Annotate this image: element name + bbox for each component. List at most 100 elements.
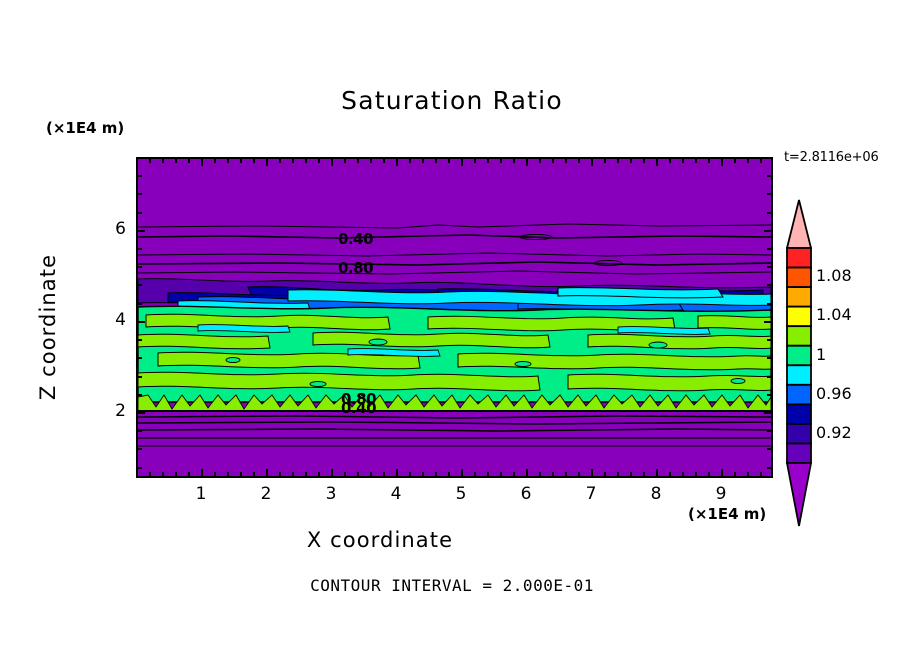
y-axis-title: Z coordinate <box>36 253 60 401</box>
tick-mark <box>474 158 476 163</box>
colorbar-band <box>786 442 812 464</box>
tick-mark <box>630 158 632 163</box>
y-axis-unit-label: (×1E4 m) <box>46 119 125 137</box>
x-tick-label: 2 <box>260 484 272 504</box>
tick-mark <box>149 158 151 163</box>
tick-mark <box>137 339 142 341</box>
tick-mark <box>630 472 632 477</box>
colorbar-extend-bottom <box>785 462 813 527</box>
tick-mark <box>767 448 772 450</box>
tick-mark <box>565 472 567 477</box>
contour-label: 0.40 <box>338 230 374 248</box>
tick-mark <box>767 284 772 286</box>
tick-mark <box>137 266 142 268</box>
colorbar-tick-label: 0.92 <box>816 422 852 442</box>
tick-mark <box>513 158 515 163</box>
tick-mark <box>409 158 411 163</box>
tick-mark <box>578 472 580 477</box>
tick-mark <box>604 472 606 477</box>
tick-mark <box>292 158 294 163</box>
tick-mark <box>383 158 385 163</box>
tick-mark <box>305 158 307 163</box>
y-tick-label: 6 <box>115 218 126 239</box>
colorbar-band <box>786 344 812 367</box>
tick-mark <box>331 158 333 166</box>
colorbar[interactable]: 1.08 1.04 1 0.96 0.92 <box>783 198 852 528</box>
tick-mark <box>767 394 772 396</box>
tick-mark <box>565 158 567 163</box>
colorbar-extend-top <box>785 199 813 249</box>
x-tick-label: 9 <box>715 484 727 504</box>
colorbar-graphic <box>785 199 813 527</box>
colorbar-band <box>786 403 812 425</box>
tick-mark <box>500 158 502 163</box>
colorbar-band <box>786 364 812 386</box>
tick-mark <box>604 158 606 163</box>
tick-mark <box>708 472 710 477</box>
tick-mark <box>357 158 359 163</box>
page-title: Saturation Ratio <box>341 86 563 115</box>
colorbar-tick-label: 0.96 <box>816 383 852 403</box>
tick-mark <box>344 472 346 477</box>
contour-label: 0.80 <box>341 390 377 408</box>
tick-mark <box>767 175 772 177</box>
tick-mark <box>253 472 255 477</box>
tick-mark <box>214 158 216 163</box>
tick-mark <box>734 158 736 163</box>
tick-mark <box>137 230 145 232</box>
tick-mark <box>578 158 580 163</box>
tick-mark <box>409 472 411 477</box>
tick-mark <box>227 158 229 163</box>
tick-mark <box>682 472 684 477</box>
tick-mark <box>214 472 216 477</box>
tick-mark <box>747 472 749 477</box>
x-tick-label: 8 <box>650 484 662 504</box>
tick-mark <box>435 472 437 477</box>
tick-mark <box>396 158 398 166</box>
tick-mark <box>318 472 320 477</box>
tick-mark <box>137 248 142 250</box>
tick-mark <box>396 469 398 477</box>
x-axis-unit-label: (×1E4 m) <box>688 505 767 523</box>
tick-mark <box>721 469 723 477</box>
x-tick-label: 3 <box>325 484 337 504</box>
tick-mark <box>767 248 772 250</box>
tick-mark <box>162 472 164 477</box>
tick-mark <box>552 472 554 477</box>
tick-mark <box>617 158 619 163</box>
tick-mark <box>318 158 320 163</box>
tick-mark <box>305 472 307 477</box>
tick-mark <box>201 158 203 166</box>
tick-mark <box>175 158 177 163</box>
tick-mark <box>591 469 593 477</box>
tick-mark <box>240 472 242 477</box>
tick-mark <box>162 158 164 163</box>
colorbar-band <box>786 305 812 328</box>
tick-mark <box>669 158 671 163</box>
contour-label: 0.40 <box>341 399 377 417</box>
tick-mark <box>747 158 749 163</box>
tick-mark <box>767 376 772 378</box>
tick-mark <box>767 212 772 214</box>
tick-mark <box>767 357 772 359</box>
tick-mark <box>764 230 772 232</box>
x-tick-label: 6 <box>520 484 532 504</box>
x-tick-label: 4 <box>390 484 402 504</box>
tick-mark <box>617 472 619 477</box>
tick-mark <box>201 469 203 477</box>
tick-mark <box>552 158 554 163</box>
tick-mark <box>513 472 515 477</box>
tick-mark <box>643 472 645 477</box>
tick-mark <box>708 158 710 163</box>
tick-mark <box>591 158 593 166</box>
y-tick-label: 2 <box>115 400 126 421</box>
tick-mark <box>695 158 697 163</box>
tick-mark <box>175 472 177 477</box>
tick-mark <box>448 472 450 477</box>
tick-mark <box>767 430 772 432</box>
colorbar-tick-label: 1.04 <box>816 305 852 325</box>
tick-mark <box>137 376 142 378</box>
contour-label: 0.80 <box>338 259 374 277</box>
tick-mark <box>137 303 142 305</box>
